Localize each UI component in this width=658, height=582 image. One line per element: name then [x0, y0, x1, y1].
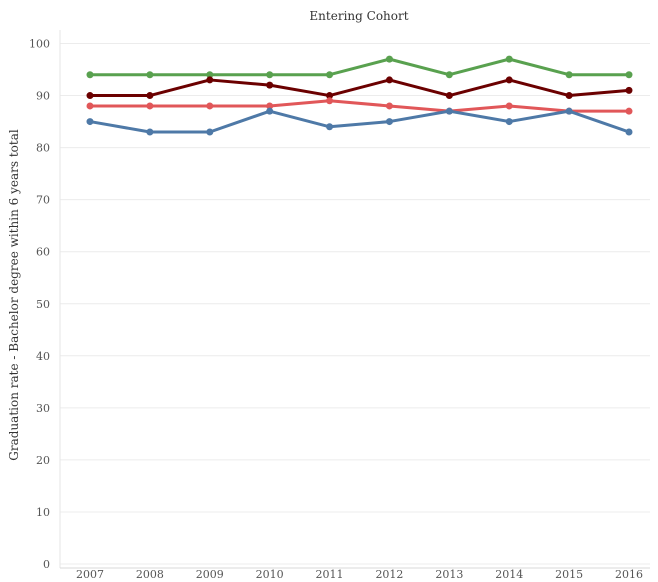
series-line — [88, 99, 631, 113]
x-tick-label: 2008 — [136, 568, 164, 581]
series-line — [88, 78, 631, 98]
y-tick-label: 90 — [36, 90, 50, 103]
grid-lines — [59, 30, 650, 569]
series-lines — [86, 55, 633, 136]
data-point — [505, 76, 513, 84]
data-point — [385, 102, 393, 110]
y-axis-label: Graduation rate - Bachelor degree within… — [7, 129, 21, 461]
chart-title: Entering Cohort — [309, 9, 408, 23]
y-tick-label: 70 — [36, 194, 50, 207]
x-tick-label: 2010 — [256, 568, 284, 581]
x-tick-label: 2007 — [76, 568, 104, 581]
x-tick-label: 2015 — [555, 568, 583, 581]
data-point — [625, 107, 633, 115]
y-tick-label: 100 — [29, 38, 50, 51]
x-tick-label: 2014 — [495, 568, 523, 581]
data-point — [86, 102, 94, 110]
data-point — [206, 102, 214, 110]
data-point — [625, 86, 633, 94]
data-point — [206, 76, 214, 84]
data-point — [445, 71, 453, 79]
data-point — [86, 71, 94, 79]
data-point — [86, 118, 94, 126]
data-point — [266, 102, 274, 110]
series-1 — [86, 76, 633, 100]
data-point — [385, 76, 393, 84]
data-point — [266, 81, 274, 89]
data-point — [445, 92, 453, 100]
data-point — [625, 128, 633, 136]
series-3 — [86, 107, 633, 136]
x-tick-label: 2013 — [435, 568, 463, 581]
data-point — [505, 118, 513, 126]
data-point — [266, 107, 274, 115]
data-point — [505, 102, 513, 110]
y-tick-label: 80 — [36, 142, 50, 155]
series-0 — [86, 55, 633, 79]
x-tick-label: 2012 — [375, 568, 403, 581]
y-tick-label: 40 — [36, 350, 50, 363]
y-tick-label: 50 — [36, 298, 50, 311]
data-point — [206, 71, 214, 79]
data-point — [326, 97, 334, 105]
data-point — [445, 107, 453, 115]
data-point — [326, 92, 334, 100]
data-point — [326, 71, 334, 79]
data-point — [86, 92, 94, 100]
data-point — [565, 71, 573, 79]
y-tick-label: 30 — [36, 402, 50, 415]
data-point — [146, 71, 154, 79]
series-line — [88, 109, 631, 134]
data-point — [146, 102, 154, 110]
y-tick-label: 10 — [36, 506, 50, 519]
data-point — [146, 92, 154, 100]
y-tick-label: 60 — [36, 246, 50, 259]
x-tick-label: 2009 — [196, 568, 224, 581]
data-point — [385, 118, 393, 126]
data-point — [505, 55, 513, 63]
data-point — [625, 71, 633, 79]
y-tick-labels: 0 10 20 30 40 50 60 70 80 90 100 — [29, 38, 50, 572]
series-line — [88, 57, 631, 77]
y-tick-label: 0 — [43, 558, 50, 571]
data-point — [385, 55, 393, 63]
x-tick-label: 2011 — [316, 568, 344, 581]
data-point — [565, 92, 573, 100]
data-point — [146, 128, 154, 136]
data-point — [326, 123, 334, 131]
series-2 — [86, 97, 633, 115]
x-tick-label: 2016 — [615, 568, 643, 581]
data-point — [266, 71, 274, 79]
y-tick-label: 20 — [36, 454, 50, 467]
x-tick-labels: 2007 2008 2009 2010 2011 2012 2013 2014 2015 2016 — [76, 568, 643, 581]
data-point — [206, 128, 214, 136]
data-point — [565, 107, 573, 115]
